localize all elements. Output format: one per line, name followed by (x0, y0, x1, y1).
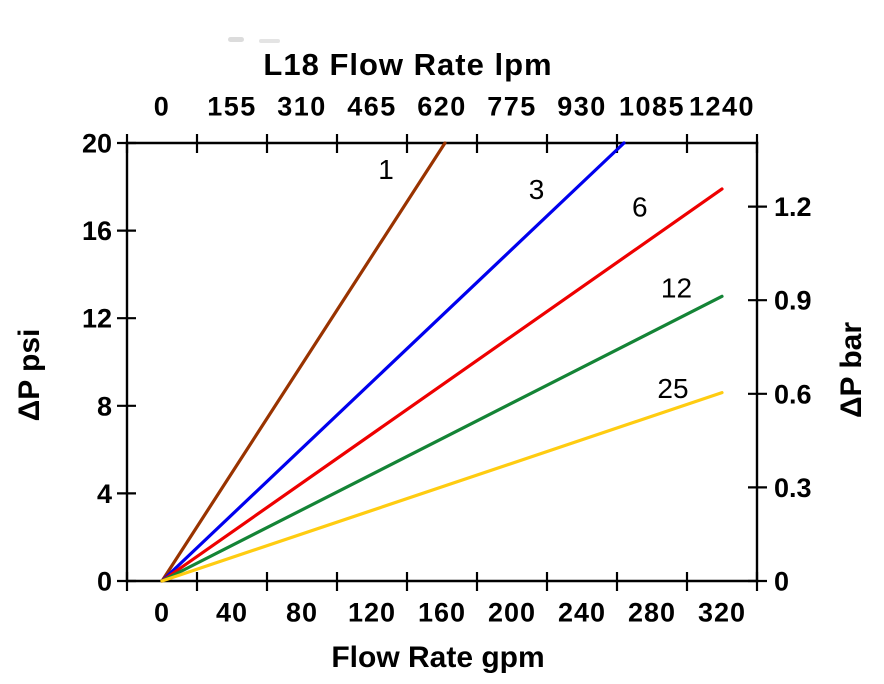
bottom-axis-tick-label-4: 160 (418, 597, 466, 627)
series-label-12: 12 (661, 272, 692, 303)
bottom-axis-tick-label-0: 0 (154, 597, 170, 627)
bottom-axis-tick-label-2: 80 (286, 597, 318, 627)
y-axis-title-right: ΔP bar (835, 321, 868, 419)
top-axis-tick-label-5: 775 (487, 91, 537, 121)
series-label-3: 3 (529, 174, 545, 205)
y-axis-title-left: ΔP psi (13, 328, 46, 422)
series-line-12 (160, 294, 724, 583)
top-axis-tick-label-3: 465 (347, 91, 397, 121)
left-axis-tick-label-1: 4 (97, 479, 112, 509)
top-axis-tick-label-0: 0 (154, 91, 171, 121)
top-axis-tick-label-6: 930 (557, 91, 607, 121)
right-axis-tick-label-1: 0.3 (774, 473, 812, 503)
series-line-6 (160, 187, 724, 583)
bottom-axis-tick-label-6: 240 (558, 597, 606, 627)
smudge-artifact (259, 39, 280, 43)
right-axis-tick-label-2: 0.6 (774, 379, 812, 409)
right-axis-tick-label-4: 1.2 (774, 192, 812, 222)
top-axis-tick-label-2: 310 (277, 91, 327, 121)
bottom-axis-tick-label-8: 320 (698, 597, 746, 627)
right-axis-tick-label-0: 0 (774, 566, 789, 596)
right-axis-tick-label-3: 0.9 (774, 286, 812, 316)
bottom-axis-tick-label-3: 120 (348, 597, 396, 627)
left-axis-tick-label-3: 12 (82, 304, 112, 334)
left-axis-tick-label-0: 0 (97, 566, 112, 596)
top-axis-tick-label-4: 620 (417, 91, 467, 121)
bottom-axis-tick-label-5: 200 (488, 597, 536, 627)
series-line-3 (160, 141, 626, 583)
series-label-6: 6 (632, 191, 648, 222)
top-axis-tick-label-1: 155 (207, 91, 257, 121)
smudge-artifact (228, 37, 244, 42)
series-label-25: 25 (657, 373, 688, 404)
chart-title: L18 Flow Rate lpm (263, 47, 553, 82)
left-axis-tick-label-2: 8 (97, 391, 112, 421)
top-axis-tick-label-8: 1240 (689, 91, 755, 121)
top-axis-tick-label-7: 1085 (619, 91, 685, 121)
x-axis-title-bottom: Flow Rate gpm (331, 641, 545, 674)
left-axis-tick-label-5: 20 (82, 128, 112, 158)
bottom-axis-tick-label-1: 40 (216, 597, 248, 627)
left-axis-tick-label-4: 16 (82, 216, 112, 246)
series-line-1 (160, 141, 447, 583)
series-label-1: 1 (378, 154, 394, 185)
series-line-25 (160, 391, 724, 583)
bottom-axis-tick-label-7: 280 (628, 597, 676, 627)
